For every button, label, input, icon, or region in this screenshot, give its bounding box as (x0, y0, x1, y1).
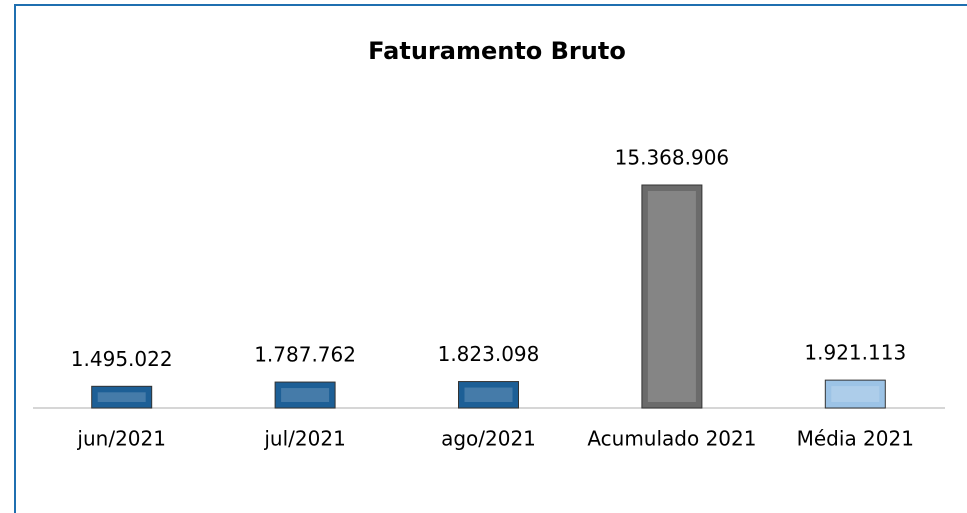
bar (458, 381, 519, 409)
x-tick-label: ago/2021 (441, 427, 536, 451)
bar (274, 381, 336, 409)
bar-highlight (281, 388, 330, 402)
x-tick-label: jul/2021 (263, 427, 345, 451)
bar-highlight (464, 387, 513, 402)
chart-frame (14, 4, 967, 513)
x-tick-label: Acumulado 2021 (587, 427, 756, 451)
bar (641, 184, 703, 409)
bar (91, 385, 153, 409)
x-tick-label: jun/2021 (76, 427, 166, 451)
bar-highlight (831, 386, 880, 402)
chart-title: Faturamento Bruto (368, 37, 626, 65)
value-label: 1.921.113 (804, 341, 906, 365)
bar-highlight (647, 191, 696, 402)
value-label: 15.368.906 (615, 146, 730, 170)
bar (824, 379, 886, 409)
value-label: 1.495.022 (71, 347, 173, 371)
value-label: 1.823.098 (438, 342, 540, 366)
value-label: 1.787.762 (254, 343, 356, 367)
bar-highlight (97, 392, 146, 402)
x-tick-label: Média 2021 (797, 427, 914, 451)
